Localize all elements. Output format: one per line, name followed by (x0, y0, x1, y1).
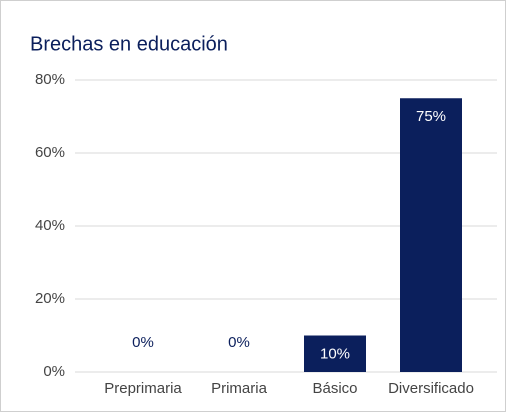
x-tick-label: Diversificado (388, 380, 474, 397)
bar (400, 98, 462, 372)
y-tick-label: 0% (43, 363, 65, 380)
y-tick-label: 40% (35, 217, 65, 234)
value-label: 0% (228, 334, 250, 351)
value-label: 0% (132, 334, 154, 351)
bar (304, 335, 366, 372)
x-tick-label: Básico (312, 380, 357, 397)
y-tick-label: 20% (35, 290, 65, 307)
chart-title: Brechas en educación (30, 33, 228, 55)
x-tick-label: Primaria (211, 380, 267, 397)
value-label: 10% (320, 345, 350, 362)
y-tick-label: 60% (35, 144, 65, 161)
x-tick-label: Preprimaria (104, 380, 182, 397)
value-label: 75% (416, 108, 446, 125)
y-tick-label: 80% (35, 71, 65, 88)
